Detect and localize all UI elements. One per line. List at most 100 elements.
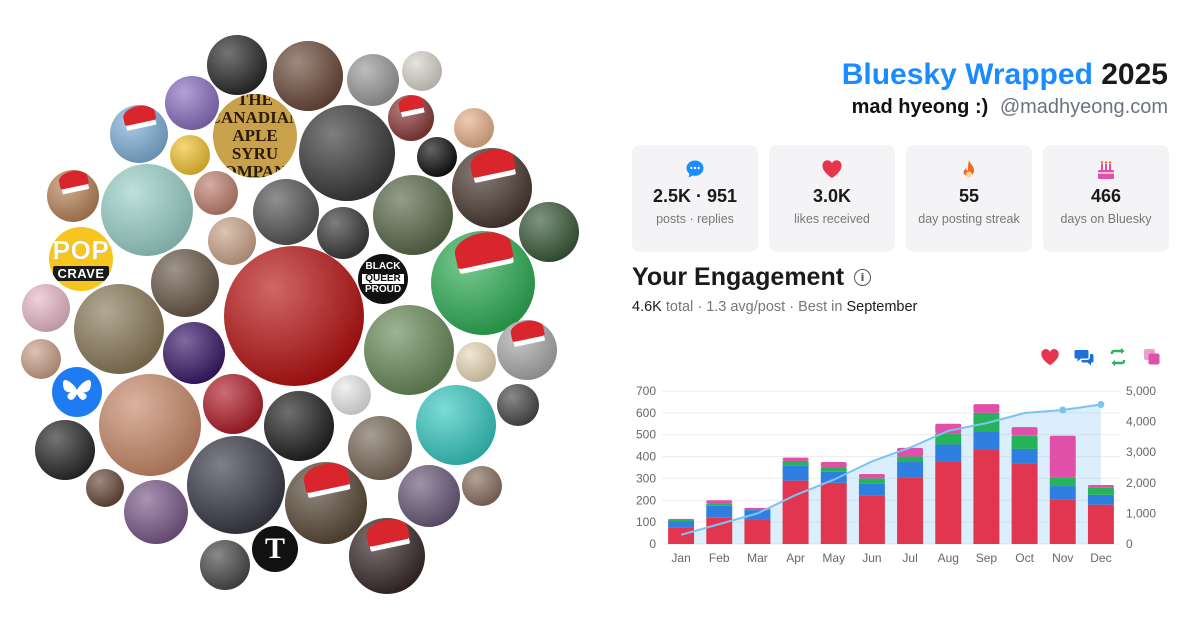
bar-segment <box>973 450 1000 544</box>
bar-segment <box>897 462 924 478</box>
black-queer-proud-logo[interactable]: BLACK QUEER PROUD <box>358 254 408 304</box>
avatar[interactable] <box>497 384 539 426</box>
engagement-summary: 4.6K total · 1.3 avg/post · Best in Sept… <box>632 299 918 315</box>
avatar[interactable] <box>208 217 256 265</box>
avatar[interactable] <box>170 135 210 175</box>
avatar[interactable] <box>203 374 263 434</box>
avatar[interactable] <box>456 342 496 382</box>
avatar[interactable] <box>497 320 557 380</box>
header: Bluesky Wrapped 2025 mad hyeong :) @madh… <box>842 58 1168 119</box>
avatar[interactable] <box>331 375 371 415</box>
pop-crave-logo[interactable]: POP CRAVE <box>49 227 113 291</box>
y-tick-label-right: 5,000 <box>1126 384 1156 398</box>
avatar[interactable] <box>101 164 193 256</box>
avatar[interactable] <box>194 171 238 215</box>
avatar[interactable] <box>402 51 442 91</box>
avatar[interactable] <box>163 322 225 384</box>
year-label: 2025 <box>1101 58 1168 91</box>
chart-legend <box>1040 347 1162 367</box>
avatar[interactable] <box>347 54 399 106</box>
replies-icon[interactable] <box>1074 347 1094 367</box>
bar-segment <box>668 518 695 520</box>
avatar[interactable] <box>519 202 579 262</box>
bar-segment <box>706 500 733 504</box>
y-tick-label-left: 700 <box>636 384 656 398</box>
avatar[interactable] <box>398 465 460 527</box>
avatar[interactable] <box>462 466 502 506</box>
quotes-icon[interactable] <box>1142 347 1162 367</box>
avatar[interactable] <box>21 339 61 379</box>
bar-segment <box>782 480 809 544</box>
avatar[interactable] <box>273 41 343 111</box>
avatar[interactable] <box>35 420 95 480</box>
bar-segment <box>858 483 885 496</box>
avatar[interactable] <box>264 391 334 461</box>
avatar[interactable] <box>253 179 319 245</box>
stat-value: 3.0K <box>812 186 852 206</box>
avatar[interactable] <box>86 469 124 507</box>
x-tick-label: Sep <box>976 551 998 565</box>
avatar[interactable] <box>47 170 99 222</box>
nyt-logo[interactable]: T <box>252 526 298 572</box>
y-tick-label-left: 0 <box>649 537 656 551</box>
x-tick-label: Mar <box>747 551 768 565</box>
stat-card-likes: 3.0K likes received <box>769 145 895 252</box>
bar-segment <box>935 462 962 544</box>
avatar[interactable] <box>124 480 188 544</box>
avatar-collage: THE CANADIAN APLE SYRU OMPAN POP CRAVE BLAC… <box>21 35 579 594</box>
bar-segment <box>706 503 733 506</box>
bar-segment <box>858 478 885 484</box>
avatar[interactable] <box>207 35 267 95</box>
y-tick-label-left: 300 <box>636 471 656 485</box>
x-tick-label: Jul <box>902 551 917 565</box>
avatar[interactable] <box>285 462 367 544</box>
y-tick-label-left: 600 <box>636 406 656 420</box>
avatar[interactable] <box>110 105 168 163</box>
avatar[interactable] <box>187 436 285 534</box>
bar-segment <box>1049 499 1076 544</box>
avatar[interactable] <box>364 305 454 395</box>
bar-segment <box>820 471 847 483</box>
avatar[interactable] <box>200 540 250 590</box>
display-name: mad hyeong :) <box>851 96 989 118</box>
avatar[interactable] <box>348 416 412 480</box>
user-line: mad hyeong :) @madhyeong.com <box>842 96 1168 119</box>
bar-segment <box>782 460 809 466</box>
bluesky-butterfly-icon[interactable] <box>52 367 102 417</box>
x-tick-label: Aug <box>938 551 959 565</box>
bar-segment <box>668 519 695 522</box>
avatar[interactable] <box>417 137 457 177</box>
avatar[interactable] <box>317 207 369 259</box>
engagement-best-prefix: Best in <box>798 299 843 315</box>
y-tick-label-left: 400 <box>636 450 656 464</box>
avatar[interactable] <box>452 148 532 228</box>
flame-icon <box>906 159 1032 181</box>
bar-segment <box>782 457 809 461</box>
avatar[interactable] <box>74 284 164 374</box>
avatar[interactable] <box>388 95 434 141</box>
user-handle[interactable]: @madhyeong.com <box>999 96 1168 118</box>
bar-segment <box>858 474 885 479</box>
bar-segment <box>668 521 695 528</box>
avatar[interactable] <box>416 385 496 465</box>
bar-segment <box>1087 487 1114 495</box>
avatar[interactable] <box>224 246 364 386</box>
heart-icon[interactable] <box>1040 347 1060 367</box>
bar-segment <box>782 465 809 481</box>
canadian-maple-syrup-logo[interactable]: THE CANADIAN APLE SYRU OMPAN <box>213 94 297 178</box>
x-tick-label: Oct <box>1015 551 1034 565</box>
bar-segment <box>706 505 733 518</box>
avatar[interactable] <box>151 249 219 317</box>
avatar[interactable] <box>454 108 494 148</box>
info-icon[interactable]: i <box>854 269 872 286</box>
reposts-icon[interactable] <box>1108 347 1128 367</box>
avatar[interactable] <box>431 231 535 335</box>
avatar[interactable] <box>99 374 201 476</box>
avatar[interactable] <box>22 284 70 332</box>
avatar[interactable] <box>349 518 425 594</box>
avatar[interactable] <box>165 76 219 130</box>
bar-segment <box>973 404 1000 413</box>
cumulative-point <box>1097 400 1105 408</box>
avatar[interactable] <box>299 105 395 201</box>
avatar[interactable] <box>373 175 453 255</box>
